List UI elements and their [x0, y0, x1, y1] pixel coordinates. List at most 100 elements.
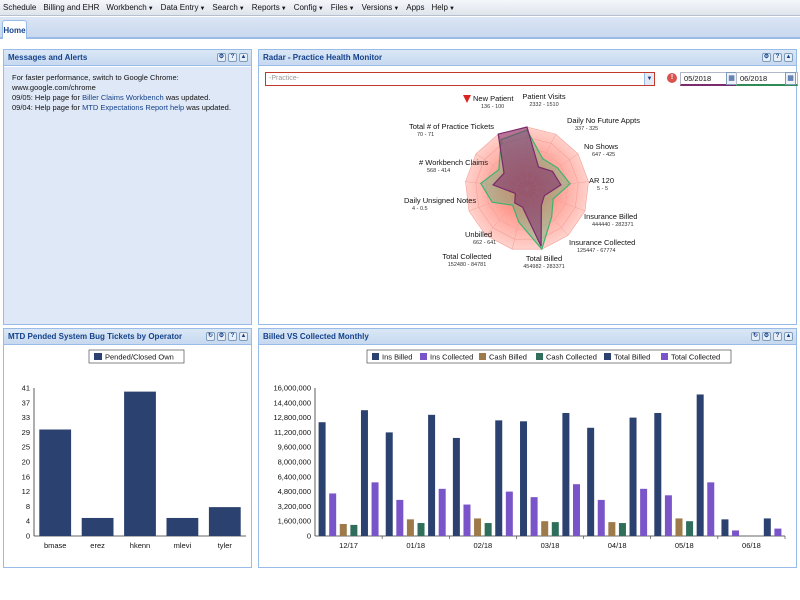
menu-item-search[interactable]: Search▼	[212, 3, 244, 12]
bar-bmase[interactable]	[39, 429, 72, 536]
collapse-icon[interactable]: ▲	[784, 53, 793, 62]
bar-ins-collected[interactable]	[396, 499, 404, 536]
menu-item-help[interactable]: Help▼	[432, 3, 455, 12]
bar-ins-billed[interactable]	[721, 519, 729, 536]
menu-item-files[interactable]: Files▼	[331, 3, 355, 12]
bar-cash-collected[interactable]	[484, 523, 492, 536]
collapse-icon[interactable]: ▲	[784, 332, 793, 341]
bar-ins-billed[interactable]	[318, 422, 326, 536]
help-icon[interactable]: ?	[228, 332, 237, 341]
bar-total-billed[interactable]	[495, 420, 503, 536]
bar-cash-billed[interactable]	[339, 523, 347, 536]
help-icon[interactable]: ?	[773, 332, 782, 341]
tab-home[interactable]: Home	[2, 20, 27, 39]
menu-item-label: Data Entry	[160, 3, 199, 12]
bar-cash-billed[interactable]	[474, 518, 482, 536]
bar-total-collected[interactable]	[572, 484, 580, 536]
bar-total-collected[interactable]	[707, 482, 715, 536]
collapse-icon[interactable]: ▲	[239, 332, 248, 341]
bar-total-billed[interactable]	[696, 394, 704, 536]
end-date-field[interactable]: 06/2018	[736, 72, 798, 86]
message-text: 09/05: Help page for	[12, 93, 83, 102]
menu-item-config[interactable]: Config▼	[294, 3, 324, 12]
bar-ins-billed[interactable]	[587, 427, 595, 536]
bar-total-billed[interactable]	[629, 417, 637, 536]
bar-cash-collected[interactable]	[417, 523, 425, 536]
y-tick-label: 12	[22, 487, 30, 496]
settings-icon[interactable]: ⚙	[762, 53, 771, 62]
calendar-icon[interactable]: ▦	[785, 72, 796, 85]
refresh-icon[interactable]: ↻	[751, 332, 760, 341]
bar-cash-collected[interactable]	[686, 521, 694, 536]
menu-item-label: Reports	[251, 3, 280, 12]
bar-ins-collected[interactable]	[597, 499, 605, 536]
radar-axis-value: 4 - 0.5	[412, 206, 428, 212]
y-tick-label: 37	[22, 398, 30, 407]
y-tick-label: 29	[22, 428, 30, 437]
bar-erez[interactable]	[81, 517, 114, 536]
message-line: 09/04: Help page for MTD Expectations Re…	[12, 103, 243, 113]
bar-tyler[interactable]	[208, 507, 241, 536]
collapse-icon[interactable]: ▲	[239, 53, 248, 62]
bar-ins-collected[interactable]	[732, 530, 740, 536]
mtd-expectations-link[interactable]: MTD Expectations Report help	[82, 103, 185, 112]
menu-item-schedule[interactable]: Schedule	[3, 3, 36, 12]
bar-total-billed[interactable]	[428, 414, 436, 536]
bar-mlevi[interactable]	[166, 517, 199, 536]
x-tick-label: 03/18	[541, 541, 560, 550]
settings-icon[interactable]: ⚙	[217, 332, 226, 341]
bar-ins-billed[interactable]	[654, 412, 662, 536]
bar-total-billed[interactable]	[360, 410, 368, 536]
bar-total-collected[interactable]	[774, 528, 782, 536]
bar-cash-billed[interactable]	[675, 518, 683, 536]
billed-panel-header: Billed VS Collected Monthly ↻ ⚙ ? ▲	[259, 329, 796, 345]
bar-ins-billed[interactable]	[385, 432, 393, 536]
legend-box	[366, 349, 732, 364]
radar-axis-label: New Patient	[473, 94, 514, 103]
help-icon[interactable]: ?	[228, 53, 237, 62]
menu-item-reports[interactable]: Reports▼	[252, 3, 287, 12]
radar-axis-value: 125447 - 67774	[577, 248, 616, 254]
bar-ins-billed[interactable]	[520, 421, 528, 536]
bar-total-billed[interactable]	[763, 518, 771, 536]
bar-total-collected[interactable]	[371, 482, 379, 536]
help-icon[interactable]: ?	[773, 53, 782, 62]
menu-item-billing-and-ehr[interactable]: Billing and EHR	[43, 3, 99, 12]
biller-claims-workbench-link[interactable]: Biller Claims Workbench	[82, 93, 164, 102]
practice-select[interactable]: -Practice- ▼	[265, 72, 655, 86]
bar-cash-collected[interactable]	[350, 524, 358, 536]
bar-ins-collected[interactable]	[463, 504, 471, 536]
down-arrow-icon	[463, 95, 471, 103]
bar-total-collected[interactable]	[505, 491, 513, 536]
bar-cash-collected[interactable]	[551, 522, 559, 536]
caret-down-icon: ▼	[280, 6, 287, 12]
caret-down-icon: ▼	[317, 6, 324, 12]
bar-total-collected[interactable]	[640, 488, 648, 536]
radar-axis-value: 337 - 325	[575, 126, 598, 132]
bar-ins-billed[interactable]	[452, 437, 460, 536]
bar-hkenn[interactable]	[124, 391, 156, 536]
menu-item-data-entry[interactable]: Data Entry▼	[161, 3, 206, 12]
caret-down-icon: ▼	[348, 6, 355, 12]
refresh-icon[interactable]: ↻	[206, 332, 215, 341]
menu-item-apps[interactable]: Apps	[406, 3, 424, 12]
menu-item-workbench[interactable]: Workbench▼	[106, 3, 153, 12]
x-tick-label: erez	[90, 541, 105, 550]
bar-ins-collected[interactable]	[329, 493, 337, 536]
bar-total-collected[interactable]	[438, 488, 446, 536]
bar-cash-billed[interactable]	[541, 521, 549, 536]
bar-ins-collected[interactable]	[530, 497, 538, 536]
bar-cash-billed[interactable]	[406, 519, 414, 536]
bar-ins-collected[interactable]	[664, 495, 672, 536]
bar-total-billed[interactable]	[562, 412, 570, 536]
radar-axis-label: Total Billed	[526, 254, 562, 263]
panel-title: Radar - Practice Health Monitor	[263, 53, 383, 62]
menu-item-versions[interactable]: Versions▼	[362, 3, 400, 12]
radar-axis-value: 152480 - 84781	[448, 262, 487, 268]
bar-cash-collected[interactable]	[618, 523, 626, 536]
chevron-down-icon[interactable]: ▼	[644, 73, 654, 85]
bar-cash-billed[interactable]	[608, 522, 616, 536]
settings-icon[interactable]: ⚙	[217, 53, 226, 62]
settings-icon[interactable]: ⚙	[762, 332, 771, 341]
